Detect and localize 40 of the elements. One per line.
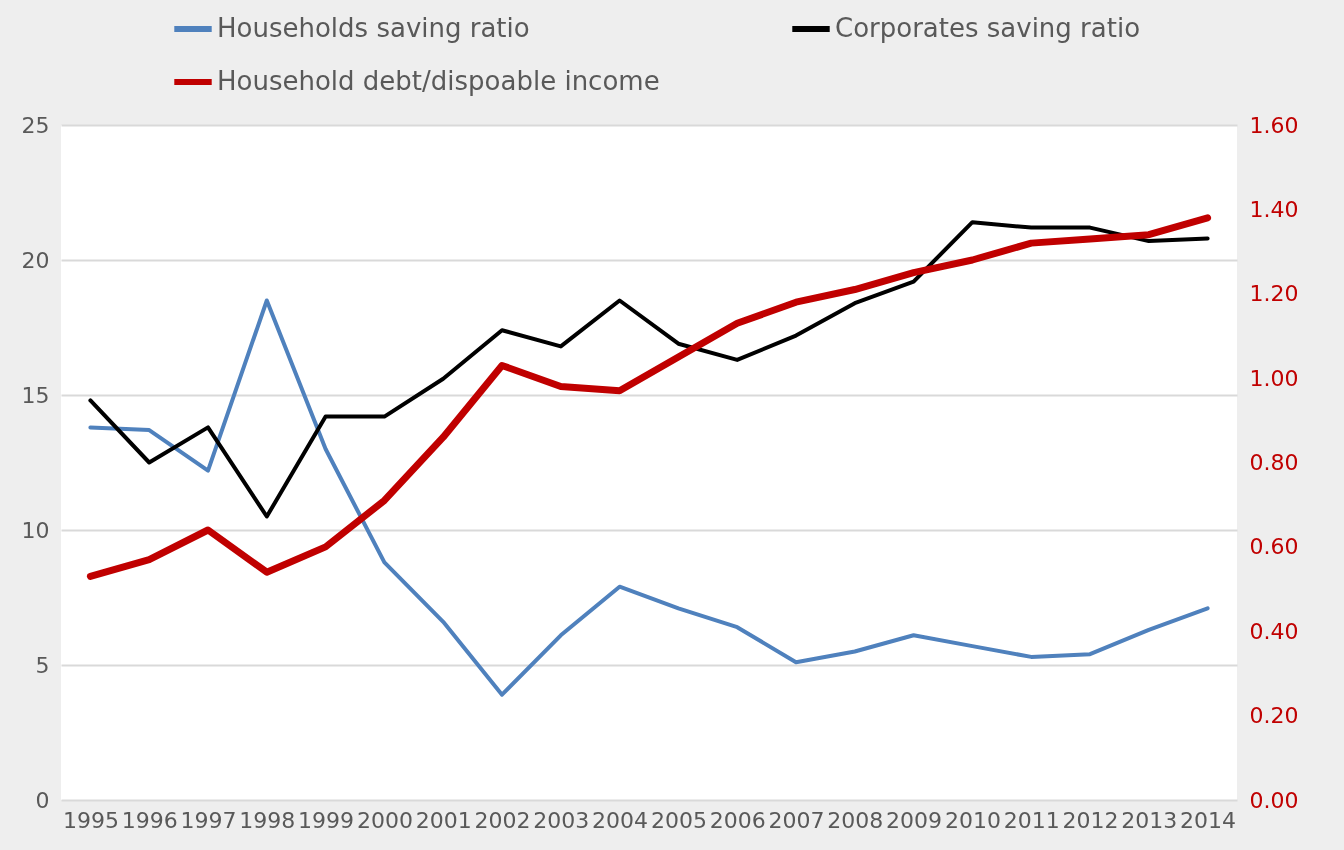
legend-label: Households saving ratio — [217, 13, 530, 43]
y-tick-label: 0 — [35, 787, 50, 813]
x-tick-label: 1999 — [298, 807, 355, 833]
y2-tick-label: 1.60 — [1249, 112, 1299, 138]
x-tick-label: 2010 — [944, 807, 1001, 833]
line-series — [88, 220, 1210, 519]
y-tick-label: 5 — [35, 652, 50, 678]
x-tick-label: 2007 — [768, 807, 825, 833]
y-tick-label: 25 — [21, 112, 50, 138]
y2-tick-label: 1.20 — [1249, 281, 1299, 307]
legend-label: Household debt/dispoable income — [217, 66, 660, 96]
x-tick-label: 1996 — [121, 807, 178, 833]
x-tick-label: 2011 — [1003, 807, 1060, 833]
line-series — [88, 298, 1210, 697]
x-tick-label: 2004 — [592, 807, 649, 833]
x-tick-label: 2014 — [1180, 807, 1237, 833]
x-tick-label: 2001 — [415, 807, 472, 833]
x-tick-label: 1998 — [239, 807, 296, 833]
x-tick-label: 2012 — [1062, 807, 1119, 833]
y2-tick-label: 0.00 — [1249, 787, 1299, 813]
y-tick-label: 10 — [21, 517, 50, 543]
y2-tick-label: 0.20 — [1249, 703, 1299, 729]
y2-tick-label: 0.40 — [1249, 618, 1299, 644]
x-tick-label: 1997 — [180, 807, 237, 833]
x-tick-label: 2005 — [650, 807, 707, 833]
x-tick-label: 1995 — [62, 807, 119, 833]
y-tick-label: 20 — [21, 247, 50, 273]
x-tick-label: 2013 — [1121, 807, 1178, 833]
x-tick-label: 2008 — [827, 807, 884, 833]
x-tick-label: 2006 — [709, 807, 766, 833]
x-tick-label: 2003 — [533, 807, 590, 833]
y-tick-label: 15 — [21, 382, 50, 408]
y2-tick-label: 1.00 — [1249, 365, 1299, 391]
y2-tick-label: 0.80 — [1249, 450, 1299, 475]
legend-label: Corporates saving ratio — [835, 13, 1141, 43]
y2-tick-label: 0.60 — [1249, 534, 1299, 560]
x-tick-label: 2002 — [474, 807, 531, 833]
x-tick-label: 2009 — [886, 807, 943, 833]
y2-tick-label: 1.40 — [1249, 196, 1299, 222]
x-tick-label: 2000 — [356, 807, 413, 833]
